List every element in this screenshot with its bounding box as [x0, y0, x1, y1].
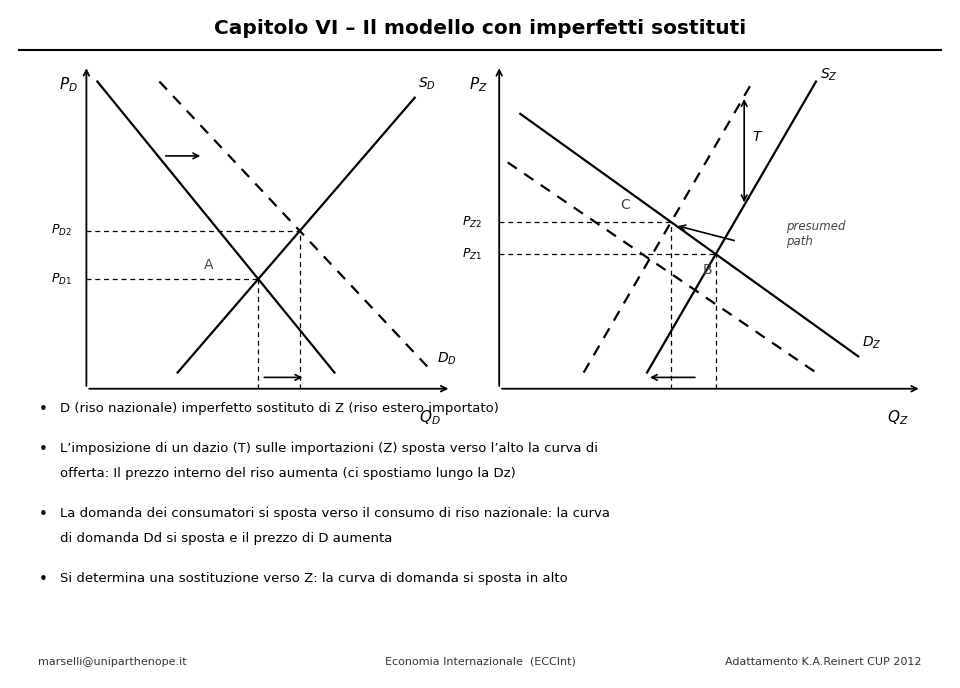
Text: Adattamento K.A.Reinert CUP 2012: Adattamento K.A.Reinert CUP 2012: [725, 657, 922, 667]
Text: $P_{D2}$: $P_{D2}$: [51, 224, 72, 239]
Text: La domanda dei consumatori si sposta verso il consumo di riso nazionale: la curv: La domanda dei consumatori si sposta ver…: [60, 507, 610, 520]
Text: $S_D$: $S_D$: [419, 76, 436, 92]
Text: C: C: [620, 198, 630, 212]
Text: •: •: [38, 507, 47, 522]
Text: $D_D$: $D_D$: [437, 351, 456, 367]
Text: marselli@uniparthenope.it: marselli@uniparthenope.it: [38, 657, 187, 667]
Text: $P_{Z1}$: $P_{Z1}$: [462, 246, 482, 261]
Text: $D_Z$: $D_Z$: [862, 334, 882, 351]
Text: $P_D$: $P_D$: [59, 75, 78, 94]
Text: A: A: [204, 258, 213, 272]
Text: $P_Z$: $P_Z$: [468, 75, 488, 94]
Text: offerta: Il prezzo interno del riso aumenta (ci spostiamo lungo la Dz): offerta: Il prezzo interno del riso aume…: [60, 467, 516, 480]
Text: Economia Internazionale  (ECCInt): Economia Internazionale (ECCInt): [385, 657, 575, 667]
Text: B: B: [703, 263, 712, 277]
Text: $S_Z$: $S_Z$: [820, 66, 838, 83]
Text: •: •: [38, 402, 47, 418]
Text: L’imposizione di un dazio (T) sulle importazioni (Z) sposta verso l’alto la curv: L’imposizione di un dazio (T) sulle impo…: [60, 442, 597, 455]
Text: Si determina una sostituzione verso Z: la curva di domanda si sposta in alto: Si determina una sostituzione verso Z: l…: [60, 572, 567, 585]
Text: T: T: [753, 130, 761, 144]
Text: Capitolo VI – Il modello con imperfetti sostituti: Capitolo VI – Il modello con imperfetti …: [214, 19, 746, 39]
Text: presumed
path: presumed path: [786, 219, 846, 248]
Text: •: •: [38, 572, 47, 587]
Text: •: •: [38, 442, 47, 458]
Text: Capitolo VI – Analisi delle politiche commerciali: Capitolo VI – Analisi delle politiche co…: [277, 606, 683, 621]
Text: $Q_Z$: $Q_Z$: [887, 408, 909, 427]
Text: $P_{Z2}$: $P_{Z2}$: [462, 215, 482, 230]
Text: $P_{D1}$: $P_{D1}$: [51, 272, 72, 287]
Text: D (riso nazionale) imperfetto sostituto di Z (riso estero importato): D (riso nazionale) imperfetto sostituto …: [60, 402, 498, 416]
Text: di domanda Dd si sposta e il prezzo di D aumenta: di domanda Dd si sposta e il prezzo di D…: [60, 532, 392, 545]
Text: $Q_D$: $Q_D$: [419, 408, 441, 427]
